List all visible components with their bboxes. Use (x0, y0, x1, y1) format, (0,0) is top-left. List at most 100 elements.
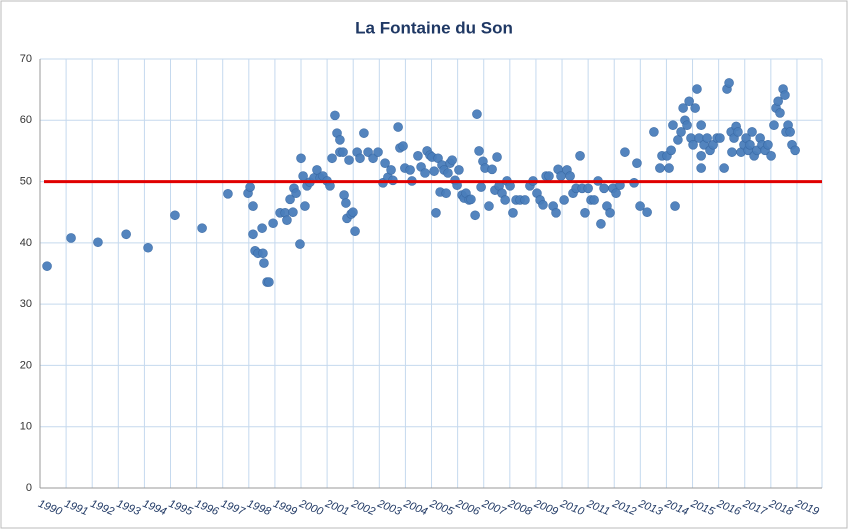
y-tick-label: 40 (20, 237, 32, 249)
point (575, 151, 585, 161)
point (291, 188, 301, 199)
point (766, 151, 776, 161)
point (282, 215, 292, 225)
point (688, 140, 698, 150)
point (258, 248, 268, 259)
point (605, 208, 615, 218)
point (470, 210, 480, 221)
point (642, 207, 652, 218)
y-tick-label: 10 (20, 421, 32, 433)
point (702, 133, 712, 143)
point (348, 207, 358, 218)
point (338, 147, 348, 157)
point (696, 163, 706, 173)
y-tick-label: 60 (20, 114, 32, 126)
y-tick-label: 0 (26, 482, 32, 494)
point (121, 229, 131, 240)
point (42, 261, 52, 271)
point (245, 182, 255, 192)
point (780, 90, 790, 100)
y-tick-label: 30 (20, 298, 32, 310)
point (350, 226, 360, 237)
point (696, 151, 706, 161)
point (559, 195, 569, 205)
point (790, 145, 800, 156)
point (472, 109, 482, 119)
point (398, 141, 408, 151)
point (484, 201, 494, 211)
point (544, 171, 554, 181)
point (443, 168, 453, 178)
point (670, 201, 680, 211)
point (664, 163, 674, 173)
point (327, 153, 337, 164)
point (655, 163, 665, 173)
y-tick-label: 50 (20, 175, 32, 187)
point (454, 165, 464, 175)
point (769, 120, 779, 130)
point (405, 165, 415, 175)
point (143, 242, 153, 253)
point (678, 103, 688, 113)
point (257, 223, 267, 233)
point (386, 165, 396, 175)
point (773, 96, 783, 107)
point (476, 182, 486, 192)
point (733, 127, 743, 137)
point (466, 194, 476, 205)
point (520, 195, 530, 205)
point (355, 153, 365, 164)
y-tick-label: 20 (20, 359, 32, 371)
point (724, 78, 734, 88)
point (359, 128, 369, 138)
point (676, 127, 686, 137)
point (635, 201, 645, 211)
point (420, 168, 430, 178)
point (745, 140, 755, 150)
point (264, 277, 274, 287)
point (300, 201, 310, 211)
point (500, 195, 510, 205)
point (551, 208, 561, 218)
point (223, 189, 233, 199)
point (285, 194, 295, 205)
point (668, 120, 678, 130)
point (599, 183, 609, 194)
point (775, 108, 785, 118)
point (492, 152, 502, 162)
point (341, 198, 351, 208)
point (719, 163, 729, 173)
point (508, 208, 518, 218)
point (259, 258, 269, 268)
point (649, 127, 659, 137)
point (393, 122, 403, 132)
point (666, 145, 676, 156)
chart-title: La Fontaine du Son (355, 18, 513, 37)
y-tick-label: 70 (20, 53, 32, 65)
point (93, 237, 103, 248)
point (380, 158, 390, 168)
point (339, 190, 349, 200)
point (682, 120, 692, 130)
point (197, 223, 207, 233)
point (335, 135, 345, 145)
point (413, 151, 423, 161)
point (344, 155, 354, 165)
point (696, 120, 706, 130)
point (66, 233, 76, 243)
point (763, 140, 773, 150)
point (296, 153, 306, 164)
point (248, 201, 258, 211)
point (747, 127, 757, 137)
point (727, 147, 737, 157)
point (288, 207, 298, 218)
point (373, 147, 383, 157)
point (611, 188, 621, 199)
point (596, 219, 606, 229)
point (583, 183, 593, 194)
point (538, 200, 548, 210)
point (447, 155, 457, 165)
point (268, 218, 278, 229)
